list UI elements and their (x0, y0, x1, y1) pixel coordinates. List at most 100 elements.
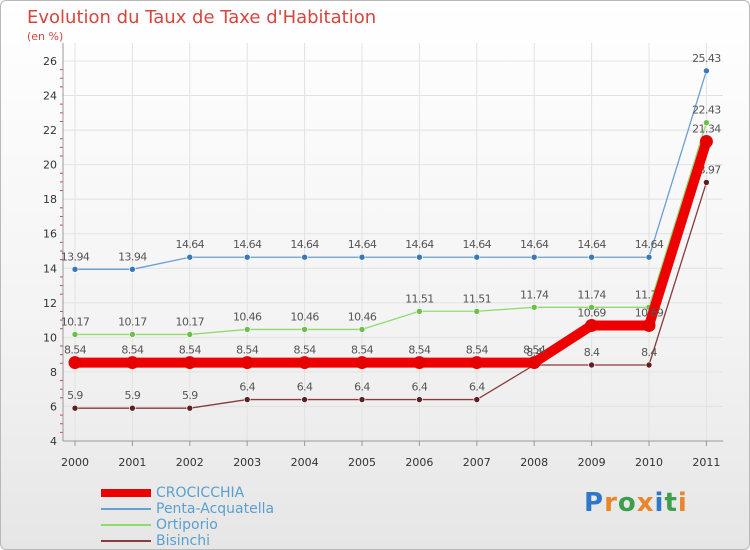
x-tick-label: 2003 (233, 456, 261, 469)
logo-letter: x (636, 488, 655, 518)
x-tick-label: 2010 (635, 456, 663, 469)
data-point-penta-acquatella (645, 253, 653, 261)
data-label-crocicchia: 8.54 (64, 344, 87, 357)
x-tick-label: 2009 (578, 456, 606, 469)
data-label-penta-acquatella: 13.94 (61, 250, 90, 263)
data-label-ortiporio: 22.43 (692, 104, 721, 117)
data-point-bisinchi (186, 404, 194, 412)
data-point-ortiporio (588, 304, 595, 311)
data-point-penta-acquatella (71, 266, 79, 273)
legend-label: Ortiporio (156, 517, 218, 533)
data-label-ortiporio: 10.46 (348, 310, 377, 323)
series-line-ortiporio (74, 122, 708, 336)
data-label-crocicchia: 10.69 (577, 306, 606, 319)
data-point-ortiporio (416, 307, 423, 315)
data-point-crocicchia (183, 356, 197, 370)
data-label-penta-acquatella: 14.64 (348, 238, 377, 251)
data-label-bisinchi: 5.9 (67, 389, 83, 402)
data-point-penta-acquatella (129, 266, 136, 273)
y-tick-label: 16 (43, 228, 57, 241)
chart-legend: CROCICCHIA Penta-Acquatella Ortiporio Bisin… (101, 485, 274, 549)
data-label-ortiporio: 11.51 (463, 292, 492, 305)
data-point-bisinchi (129, 404, 136, 412)
data-label-ortiporio: 11.51 (405, 292, 434, 305)
unit-label: (en %) (27, 30, 64, 43)
data-label-penta-acquatella: 14.64 (233, 238, 262, 251)
data-label-ortiporio: 11.74 (520, 288, 549, 301)
data-label-penta-acquatella: 14.64 (405, 238, 434, 251)
data-point-crocicchia (642, 318, 656, 332)
legend-item: Bisinchi (101, 533, 274, 549)
data-point-penta-acquatella (530, 253, 538, 261)
data-point-penta-acquatella (473, 253, 481, 261)
data-point-crocicchia (298, 356, 312, 370)
data-point-ortiporio (243, 326, 251, 333)
y-tick-label: 12 (43, 297, 57, 310)
data-label-bisinchi: 5.9 (125, 389, 141, 402)
data-point-ortiporio (71, 331, 79, 338)
data-point-crocicchia (125, 356, 139, 370)
series-line-crocicchia (70, 136, 712, 368)
data-point-crocicchia (68, 356, 82, 370)
data-point-crocicchia (412, 356, 426, 370)
legend-item: Ortiporio (101, 517, 274, 533)
x-tick-label: 2000 (61, 456, 89, 469)
data-point-crocicchia (699, 134, 713, 148)
data-label-ortiporio: 10.17 (118, 315, 147, 328)
data-label-penta-acquatella: 25.43 (692, 52, 721, 65)
data-label-bisinchi: 6.4 (354, 381, 370, 394)
x-tick-label: 2008 (520, 456, 548, 469)
data-label-crocicchia: 10.69 (635, 306, 664, 319)
data-label-penta-acquatella: 14.64 (577, 238, 606, 251)
y-tick-label: 14 (43, 262, 57, 275)
data-point-crocicchia (240, 356, 254, 370)
x-tick-label: 2002 (176, 456, 204, 469)
data-point-ortiporio (301, 326, 308, 333)
data-point-crocicchia (355, 356, 369, 370)
data-label-bisinchi: 8.4 (641, 346, 657, 359)
data-point-bisinchi (301, 396, 308, 403)
data-point-bisinchi (645, 361, 653, 369)
data-point-bisinchi (71, 404, 79, 412)
data-point-penta-acquatella (416, 253, 423, 261)
x-tick-label: 2011 (692, 456, 720, 469)
data-label-bisinchi: 5.9 (182, 389, 198, 402)
data-label-penta-acquatella: 13.94 (118, 250, 147, 263)
data-point-bisinchi (416, 396, 423, 403)
y-tick-label: 10 (43, 331, 57, 344)
x-tick-label: 2004 (291, 456, 319, 469)
x-tick-label: 2005 (348, 456, 376, 469)
y-tick-label: 24 (43, 90, 57, 103)
legend-swatch (101, 489, 151, 497)
legend-label: Penta-Acquatella (156, 501, 275, 517)
data-point-ortiporio (186, 331, 194, 338)
data-label-bisinchi: 6.4 (412, 381, 428, 394)
data-point-penta-acquatella (588, 253, 595, 261)
data-label-crocicchia: 8.54 (466, 344, 489, 357)
legend-swatch (101, 508, 151, 510)
data-label-bisinchi: 6.4 (239, 381, 255, 394)
data-label-ortiporio: 10.46 (233, 310, 262, 323)
y-tick-label: 20 (43, 159, 57, 172)
data-label-crocicchia: 8.54 (294, 344, 317, 357)
data-point-bisinchi (243, 396, 251, 403)
data-point-crocicchia (470, 356, 484, 370)
y-tick-label: 22 (43, 124, 57, 137)
logo-letter: i (654, 488, 665, 518)
series-line-penta-acquatella (74, 70, 708, 270)
data-label-ortiporio: 11.74 (577, 288, 606, 301)
x-tick-label: 2006 (405, 456, 433, 469)
y-tick-label: 18 (43, 193, 57, 206)
data-label-bisinchi: 6.4 (469, 381, 485, 394)
data-label-crocicchia: 8.54 (408, 344, 431, 357)
chart-title: Evolution du Taux de Taxe d'Habitation (27, 7, 377, 28)
y-tick-label: 26 (43, 55, 57, 68)
data-label-crocicchia: 8.54 (236, 344, 259, 357)
data-point-penta-acquatella (186, 253, 194, 261)
data-label-penta-acquatella: 14.64 (290, 238, 319, 251)
x-tick-label: 2001 (118, 456, 146, 469)
data-point-ortiporio (703, 119, 710, 126)
data-point-ortiporio (530, 304, 538, 311)
proxiti-logo: Proxiti (584, 488, 688, 518)
